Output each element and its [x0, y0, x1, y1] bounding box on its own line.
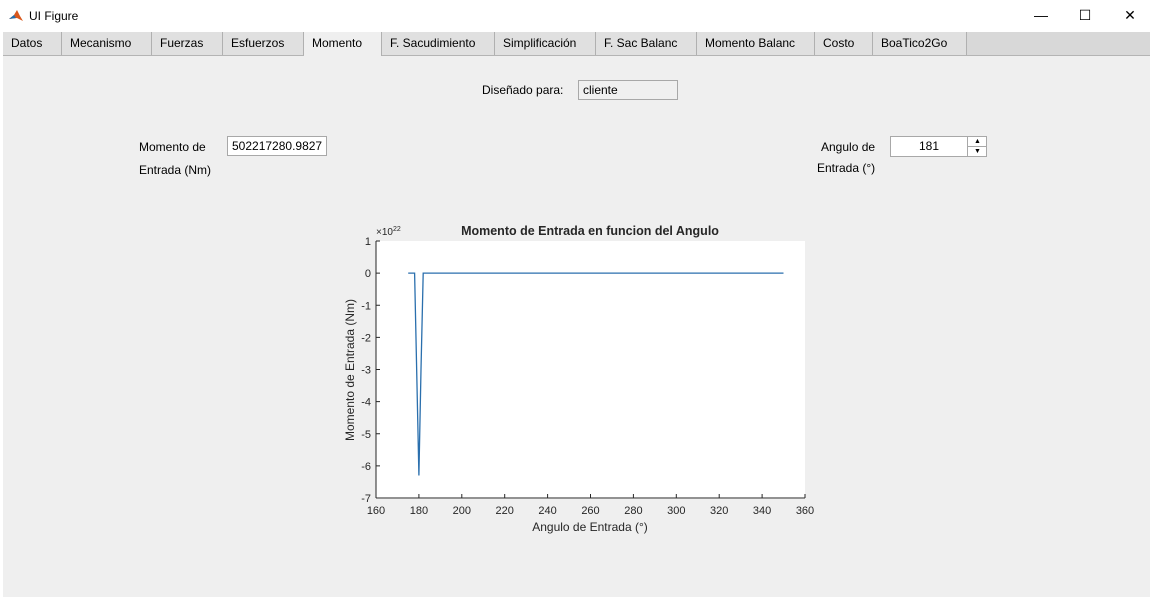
- x-tick-label: 260: [581, 505, 599, 517]
- close-button[interactable]: ✕: [1124, 7, 1136, 23]
- tab-f-sacudimiento[interactable]: F. Sacudimiento: [382, 32, 495, 55]
- chart-title: Momento de Entrada en funcion del Angulo: [461, 224, 719, 238]
- y-exponent-label: ×1022: [376, 226, 401, 238]
- tab-esfuerzos[interactable]: Esfuerzos: [223, 32, 304, 55]
- x-tick-label: 220: [496, 505, 514, 517]
- designed-for-field[interactable]: cliente: [578, 80, 678, 100]
- moment-label-line2: Entrada (Nm): [139, 163, 212, 177]
- tab-costo[interactable]: Costo: [815, 32, 873, 55]
- moment-value-field[interactable]: 502217280.9827: [227, 136, 327, 156]
- y-tick-label: -1: [361, 300, 371, 312]
- series-line: [408, 272, 784, 476]
- tab-simplificacion[interactable]: Simplificación: [495, 32, 596, 55]
- tab-momento[interactable]: Momento: [304, 32, 382, 56]
- y-tick-label: -7: [361, 493, 371, 505]
- chevron-down-icon[interactable]: ▼: [967, 147, 987, 156]
- angle-spinner[interactable]: 181 ▲ ▼: [890, 136, 987, 157]
- y-tick-label: 1: [365, 236, 371, 248]
- tab-momento-balanc[interactable]: Momento Balanc: [697, 32, 815, 55]
- window-title: UI Figure: [29, 9, 79, 23]
- x-tick-label: 280: [624, 505, 642, 517]
- x-tick-label: 160: [367, 505, 385, 517]
- plot-area: [376, 241, 805, 499]
- tab-boatico2go[interactable]: BoaTico2Go: [873, 32, 967, 55]
- angle-spinner-value[interactable]: 181: [918, 139, 940, 153]
- x-tick-label: 300: [667, 505, 685, 517]
- x-tick-label: 180: [410, 505, 428, 517]
- tab-f-sac-balanc[interactable]: F. Sac Balanc: [596, 32, 697, 55]
- x-tick-label: 240: [538, 505, 556, 517]
- chevron-up-icon[interactable]: ▲: [967, 137, 987, 147]
- tab-mecanismo[interactable]: Mecanismo: [62, 32, 152, 55]
- y-tick-label: -3: [361, 365, 371, 377]
- x-tick-label: 320: [710, 505, 728, 517]
- x-tick-label: 360: [796, 505, 814, 517]
- tab-bar: Datos Mecanismo Fuerzas Esfuerzos Moment…: [3, 32, 1150, 56]
- matlab-icon: [8, 8, 24, 24]
- designed-for-label: Diseñado para:: [482, 83, 564, 97]
- title-bar: UI Figure — ☐ ✕: [0, 0, 1153, 31]
- x-tick-label: 200: [453, 505, 471, 517]
- y-tick-label: -2: [361, 332, 371, 344]
- maximize-button[interactable]: ☐: [1078, 7, 1092, 23]
- minimize-button[interactable]: —: [1034, 7, 1048, 23]
- moment-label-line1: Momento de: [139, 140, 206, 154]
- x-tick-label: 340: [753, 505, 771, 517]
- x-axis-label: Angulo de Entrada (°): [532, 520, 648, 534]
- y-tick-label: -6: [361, 461, 371, 473]
- y-tick-label: 0: [365, 268, 371, 280]
- tab-datos[interactable]: Datos: [3, 32, 62, 55]
- angle-label-line1: Angulo de: [821, 140, 876, 154]
- y-tick-label: -4: [361, 397, 371, 409]
- y-tick-label: -5: [361, 429, 371, 441]
- tab-fuerzas[interactable]: Fuerzas: [152, 32, 223, 55]
- angle-label-line2: Entrada (°): [817, 161, 876, 175]
- y-axis-label: Momento de Entrada (Nm): [343, 299, 357, 441]
